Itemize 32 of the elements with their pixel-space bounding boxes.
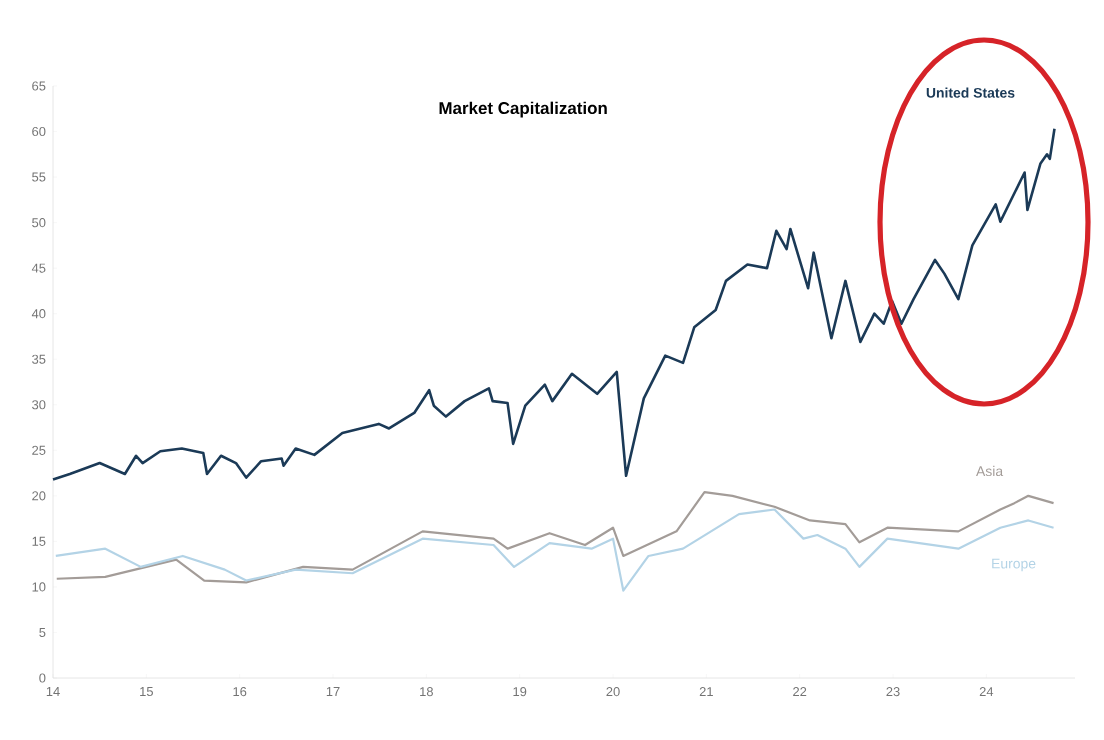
y-tick-label: 20 [32, 491, 46, 501]
y-tick-label: 55 [32, 172, 46, 182]
x-tick-label: 19 [513, 687, 527, 697]
x-tick-label: 23 [886, 687, 900, 697]
y-tick-label: 45 [31, 263, 46, 273]
x-tick-label: 15 [140, 687, 153, 697]
x-tick-label: 22 [793, 687, 807, 697]
y-tick-label: 60 [32, 126, 46, 137]
series-label: Europe [992, 558, 1036, 572]
y-tick-label: 30 [32, 400, 46, 410]
y-tick-label: 0 [39, 673, 46, 683]
x-tick-label: 17 [326, 687, 340, 696]
x-tick-label: 16 [233, 687, 247, 697]
x-tick-label: 20 [606, 687, 620, 697]
x-tick-label: 18 [420, 687, 433, 697]
line-series [55, 491, 1055, 584]
line-series [51, 127, 1056, 481]
y-tick-label: 10 [32, 582, 46, 592]
y-tick-label: 35 [32, 354, 46, 364]
x-tick-label: 24 [979, 687, 994, 697]
line-series [54, 508, 1055, 592]
y-tick-label: 65 [32, 81, 46, 91]
x-tick-label: 14 [46, 687, 60, 696]
text: Asia [976, 465, 1004, 477]
y-tick-label: 25 [32, 445, 46, 455]
y-tick-label: 50 [32, 218, 46, 228]
y-tick-label: 5 [39, 627, 46, 637]
y-tick-label: 15 [32, 536, 46, 546]
text: Market Capitalization [439, 101, 607, 118]
text: United States [926, 87, 1015, 98]
x-tick-label: 21 [699, 687, 713, 697]
y-tick-label: 40 [31, 309, 46, 319]
